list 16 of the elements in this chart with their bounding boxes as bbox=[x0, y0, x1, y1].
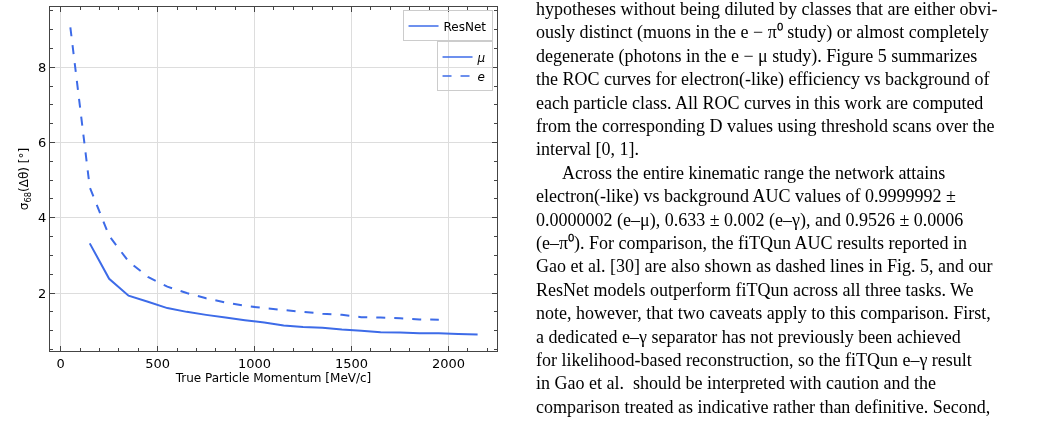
y-tick-label: 6 bbox=[38, 135, 47, 151]
x-tick-label: 2000 bbox=[431, 355, 466, 371]
y-tick-label: 4 bbox=[38, 210, 47, 226]
x-axis-title: True Particle Momentum [MeV/c] bbox=[174, 371, 372, 386]
text: hypotheses without being diluted by classes that are either obvi- ously distinct (muons in the e − π⁰ study) or almost completely degenerate (photons in the e − μ study). Figure 5 summarizes the ROC curves for electron(-like) efficiency vs background of each particle class. All ROC curves in this work are computed from the corresponding D values using threshold scans over the interval [0, 1]. Across the entire kinematic range the network attains electron(-like) vs background AUC values of 0.9999992 ± 0.0000002 (e–μ), 0.633 ± 0.002 (e–γ), and 0.9526 ± 0.0006 (e–π⁰). For comparison, the fiTQun AUC results reported in Gao et al. [30] are also shown as dashed lines in Fig. 5, and our ResNet models outperform fiTQun across all three tasks. We note, however, that two caveats apply to this comparison. First, a dedicated e–γ separator has not previously been achieved for likelihood-based reconstruction, so the fiTQun e–γ result in Gao et al. should be interpreted with caution and the comparison treated as indicative rather than definitive. Second, bbox=[536, 0, 998, 417]
x-tick-label: 0 bbox=[56, 355, 65, 371]
line-series bbox=[88, 242, 479, 336]
x-tick-label: 1500 bbox=[335, 355, 369, 371]
legend-label: e bbox=[477, 69, 485, 84]
legend-title: ResNet bbox=[443, 19, 487, 34]
x-tick-label: 500 bbox=[145, 355, 171, 371]
line-series bbox=[69, 26, 440, 321]
legend-label: μ bbox=[476, 50, 486, 65]
x-tick-label: 1000 bbox=[238, 355, 272, 371]
y-tick-label: 2 bbox=[38, 285, 47, 301]
y-tick-label: 8 bbox=[38, 59, 47, 75]
